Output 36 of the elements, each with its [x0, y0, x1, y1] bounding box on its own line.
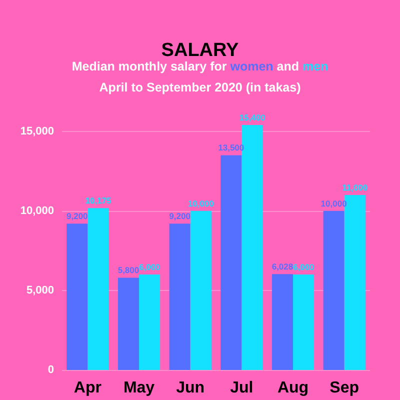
x-tick-label: Sep — [330, 380, 360, 396]
y-tick-label: 10,000 — [20, 204, 54, 217]
y-tick-label: 0 — [48, 364, 54, 376]
chart-title: SALARY — [161, 40, 240, 61]
data-label: 6,028 — [272, 262, 294, 272]
x-tick-label: Aug — [277, 380, 309, 396]
text: Median monthly salary for — [72, 60, 227, 74]
bar — [118, 278, 139, 370]
y-tick-label: 5,000 — [26, 284, 54, 296]
y-tick-label: 15,000 — [20, 125, 54, 138]
data-label: 6,000 — [138, 262, 160, 272]
text: and — [276, 60, 299, 74]
data-label: 10,000 — [188, 198, 214, 208]
chart-subtitle: April to September 2020 (in takas) — [99, 80, 301, 94]
x-tick-label: Jun — [176, 380, 205, 396]
data-label: 15,400 — [239, 112, 266, 122]
bar — [220, 155, 242, 370]
text: men — [302, 60, 328, 74]
data-label: 10,175 — [85, 196, 112, 206]
bar — [139, 274, 160, 370]
x-tick-label: Apr — [74, 380, 102, 396]
bar — [169, 224, 190, 370]
data-label: 9,200 — [169, 211, 191, 222]
x-tick-label: Jul — [230, 380, 254, 396]
data-label: 11,000 — [342, 182, 368, 192]
data-label: 9,200 — [66, 211, 88, 222]
bar — [272, 274, 293, 370]
data-label: 6,000 — [292, 262, 314, 272]
bar — [88, 208, 109, 370]
x-tick-label: May — [123, 380, 155, 396]
data-label: 5,800 — [118, 265, 140, 276]
text: women — [229, 60, 274, 74]
bar — [66, 224, 88, 370]
bar — [293, 274, 314, 370]
bar — [323, 210, 344, 370]
bar — [190, 210, 212, 370]
